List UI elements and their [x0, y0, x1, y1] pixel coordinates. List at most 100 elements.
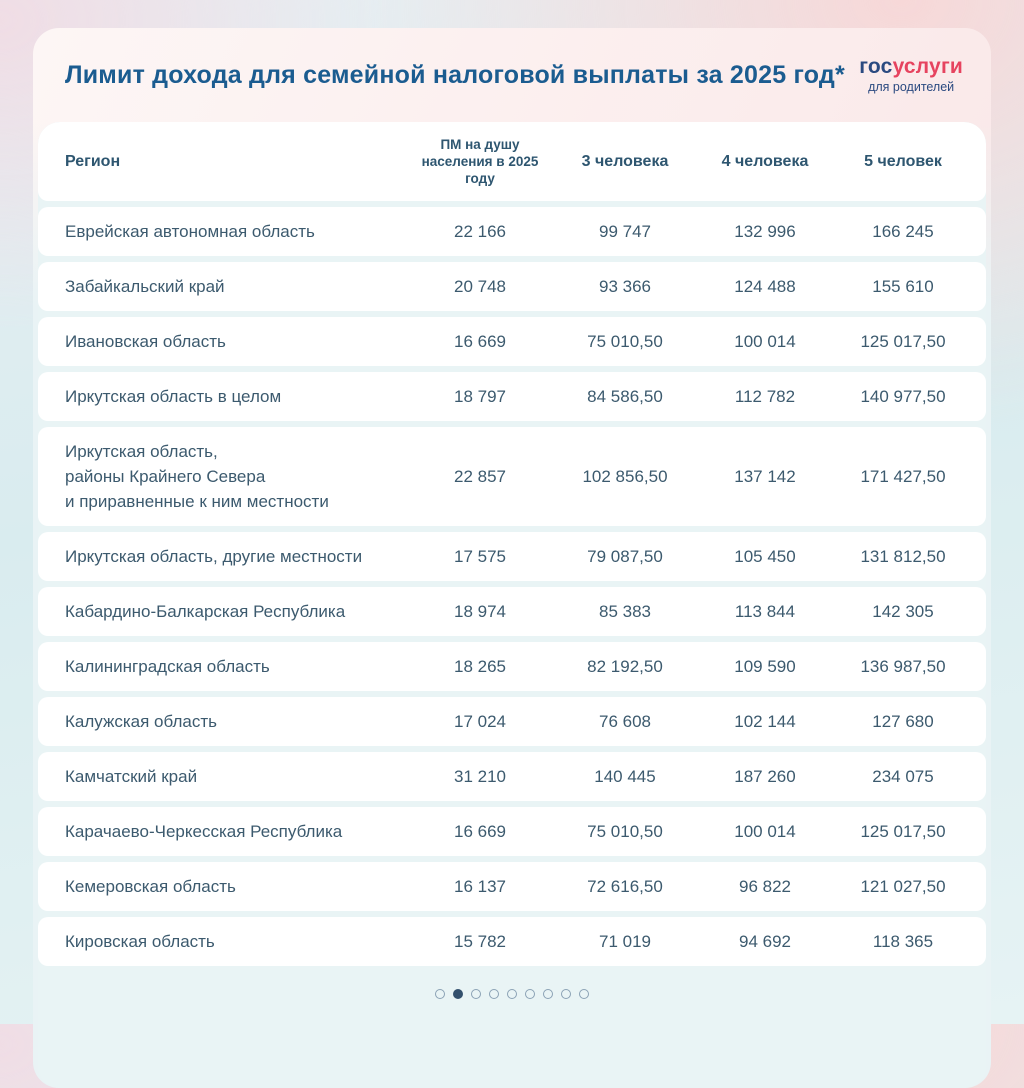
limit-5-persons-cell: 125 017,50: [860, 821, 946, 841]
table-row: Иркутская область, районы Крайнего Север…: [38, 427, 986, 526]
header: Лимит дохода для семейной налоговой выпл…: [33, 28, 991, 122]
region-cell: Калининградская область: [65, 657, 270, 676]
column-header-pm-line1: ПМ на душу: [440, 137, 520, 152]
gosuslugi-logo: госуслуги для родителей: [859, 56, 963, 94]
limit-3-persons-cell: 102 856,50: [582, 466, 668, 486]
limit-5-persons-cell: 155 610: [872, 276, 934, 296]
pagination-dot[interactable]: [507, 989, 517, 999]
limit-3-persons-cell: 75 010,50: [587, 821, 663, 841]
limit-4-persons-cell: 105 450: [734, 546, 796, 566]
table-row: Иркутская область в целом 18 797 84 586,50…: [38, 372, 986, 421]
column-header-pm: ПМ на душу населения в 2025 году: [405, 136, 555, 187]
limit-3-persons-cell: 72 616,50: [587, 876, 663, 896]
pagination-dot[interactable]: [561, 989, 571, 999]
logo-subtitle: для родителей: [868, 80, 955, 95]
region-cell: Иркутская область, другие местности: [65, 547, 363, 566]
pm-value-cell: 31 210: [454, 766, 506, 786]
pagination-dot[interactable]: [525, 989, 535, 999]
pm-value-cell: 18 265: [454, 656, 506, 676]
table-row: Забайкальский край 20 748 93 366 124 488 155…: [38, 262, 986, 311]
region-cell: Камчатский край: [65, 767, 198, 786]
limit-5-persons-cell: 171 427,50: [860, 466, 946, 486]
table-row: Кабардино-Балкарская Республика 18 974 85 …: [38, 587, 986, 636]
region-cell: Кировская область: [65, 932, 215, 951]
pagination-dot[interactable]: [543, 989, 553, 999]
limit-4-persons-cell: 137 142: [734, 466, 796, 486]
limit-4-persons-cell: 96 822: [739, 876, 791, 896]
limit-4-persons-cell: 102 144: [734, 711, 796, 731]
limit-4-persons-cell: 124 488: [734, 276, 796, 296]
limit-3-persons-cell: 71 019: [599, 931, 651, 951]
pagination-dot-active[interactable]: [453, 989, 463, 999]
region-cell: Иркутская область, районы Крайнего Север…: [65, 442, 329, 511]
table-header-row: Регион ПМ на душу населения в 2025 году …: [38, 122, 986, 201]
limit-3-persons-cell: 140 445: [594, 766, 656, 786]
pm-value-cell: 17 575: [454, 546, 506, 566]
content-card: Лимит дохода для семейной налоговой выпл…: [33, 28, 991, 1088]
pm-value-cell: 16 137: [454, 876, 506, 896]
table-row: Кемеровская область 16 137 72 616,50 96 822…: [38, 862, 986, 911]
pagination-dot[interactable]: [471, 989, 481, 999]
limit-4-persons-cell: 187 260: [734, 766, 796, 786]
table-row: Карачаево-Черкесская Республика 16 669 75 …: [38, 807, 986, 856]
limit-3-persons-cell: 99 747: [599, 221, 651, 241]
limit-3-persons-cell: 75 010,50: [587, 331, 663, 351]
pm-value-cell: 17 024: [454, 711, 506, 731]
pagination-dots: [38, 972, 986, 1013]
region-cell: Кемеровская область: [65, 877, 236, 896]
limit-5-persons-cell: 125 017,50: [860, 331, 946, 351]
gosuslugi-wordmark: госуслуги: [859, 56, 963, 77]
limit-4-persons-cell: 100 014: [734, 331, 796, 351]
region-cell: Ивановская область: [65, 332, 226, 351]
limit-5-persons-cell: 121 027,50: [860, 876, 946, 896]
limit-3-persons-cell: 93 366: [599, 276, 651, 296]
table-row: Калининградская область 18 265 82 192,50 10…: [38, 642, 986, 691]
region-cell: Кабардино-Балкарская Республика: [65, 602, 346, 621]
pagination-dot[interactable]: [579, 989, 589, 999]
region-cell: Забайкальский край: [65, 277, 225, 296]
limit-5-persons-cell: 140 977,50: [860, 386, 946, 406]
limit-5-persons-cell: 234 075: [872, 766, 934, 786]
pm-value-cell: 20 748: [454, 276, 506, 296]
limit-5-persons-cell: 118 365: [872, 931, 934, 951]
limit-3-persons-cell: 85 383: [599, 601, 651, 621]
pm-value-cell: 18 797: [454, 386, 506, 406]
column-header-4-persons: 4 человека: [721, 152, 809, 170]
pm-value-cell: 22 166: [454, 221, 506, 241]
limit-4-persons-cell: 112 782: [734, 386, 796, 406]
logo-text-uslugi: услуги: [892, 55, 963, 79]
column-header-5-persons: 5 человек: [864, 152, 942, 170]
column-header-region: Регион: [65, 152, 121, 170]
pm-value-cell: 15 782: [454, 931, 506, 951]
pm-value-cell: 22 857: [454, 466, 506, 486]
limit-3-persons-cell: 84 586,50: [587, 386, 663, 406]
page-title: Лимит дохода для семейной налоговой выпл…: [65, 60, 845, 89]
pm-value-cell: 18 974: [454, 601, 506, 621]
limit-4-persons-cell: 113 844: [734, 601, 796, 621]
table-row: Еврейская автономная область 22 166 99 747…: [38, 207, 986, 256]
table-row: Кировская область 15 782 71 019 94 692 118 3…: [38, 917, 986, 966]
region-cell: Калужская область: [65, 712, 217, 731]
limit-5-persons-cell: 127 680: [872, 711, 934, 731]
income-limit-table: Регион ПМ на душу населения в 2025 году …: [38, 122, 986, 1088]
pagination-dot[interactable]: [435, 989, 445, 999]
limit-4-persons-cell: 132 996: [734, 221, 796, 241]
limit-3-persons-cell: 79 087,50: [587, 546, 663, 566]
pm-value-cell: 16 669: [454, 821, 506, 841]
table-row: Ивановская область 16 669 75 010,50 100 014…: [38, 317, 986, 366]
limit-5-persons-cell: 136 987,50: [860, 656, 946, 676]
limit-4-persons-cell: 109 590: [734, 656, 796, 676]
column-header-3-persons: 3 человека: [581, 152, 669, 170]
region-cell: Еврейская автономная область: [65, 222, 315, 241]
limit-5-persons-cell: 166 245: [872, 221, 934, 241]
limit-4-persons-cell: 100 014: [734, 821, 796, 841]
pm-value-cell: 16 669: [454, 331, 506, 351]
table-row: Камчатский край 31 210 140 445 187 260 234 0…: [38, 752, 986, 801]
region-cell: Карачаево-Черкесская Республика: [65, 822, 343, 841]
limit-3-persons-cell: 82 192,50: [587, 656, 663, 676]
limit-4-persons-cell: 94 692: [739, 931, 791, 951]
table-row: Калужская область 17 024 76 608 102 144 127 …: [38, 697, 986, 746]
column-header-pm-line2: населения в 2025 году: [421, 154, 539, 186]
pagination-dot[interactable]: [489, 989, 499, 999]
limit-5-persons-cell: 142 305: [872, 601, 934, 621]
